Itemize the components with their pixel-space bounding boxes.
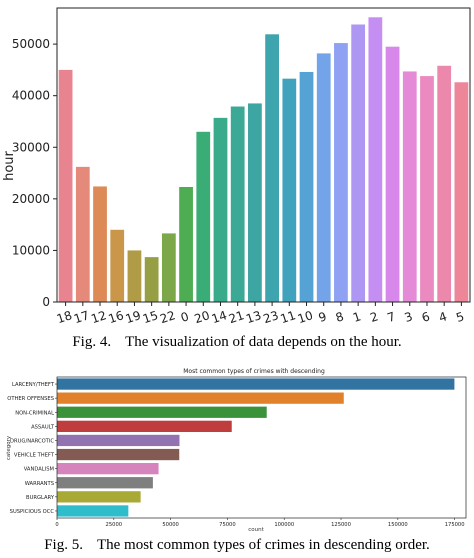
bar-hour-13: [248, 103, 262, 302]
y-tick-label: BURGLARY: [26, 495, 55, 501]
bar-hour-6: [420, 76, 434, 302]
bar-hour-11: [282, 78, 297, 303]
plot-frame: [56, 7, 471, 303]
y-tick-label: 30000: [12, 140, 50, 154]
bar-hour-1: [351, 24, 366, 303]
y-tick-label: NON-CRIMINAL: [15, 410, 54, 416]
figure-5-caption-text: The most common types of crimes in desce…: [96, 537, 430, 553]
bar-vandalism: [57, 463, 159, 475]
x-tick-label: 7: [386, 309, 398, 325]
x-tick-label: 0: [179, 309, 191, 325]
y-axis-label: category: [6, 435, 12, 460]
y-tick-label: 0: [42, 295, 50, 309]
y-axis-label: hour: [2, 150, 17, 180]
bar-hour-0: [179, 186, 193, 302]
bar-hour-9: [316, 53, 331, 303]
bar-hour-16: [110, 229, 125, 302]
x-tick-label: 1: [351, 309, 363, 325]
bar-hour-17: [75, 166, 90, 302]
figure-4-number: Fig. 4.: [72, 334, 112, 350]
bar-hour-12: [93, 186, 107, 302]
y-tick-label: ASSAULT: [31, 424, 55, 430]
bar-non-criminal: [57, 406, 267, 418]
bar-hour-22: [161, 233, 176, 302]
plot-frame: [56, 376, 467, 519]
x-tick-label: 5: [454, 309, 466, 325]
x-tick-label: 100000: [274, 522, 294, 528]
crime-type-bar-chart: Most common types of crimes with descend…: [6, 368, 467, 533]
x-tick-label: 125000: [331, 522, 351, 528]
x-tick-label: 2: [368, 309, 380, 325]
x-tick-label: 16: [107, 308, 126, 326]
bar-burglary: [57, 491, 141, 503]
y-tick-label: 40000: [12, 89, 50, 103]
x-tick-label: 50000: [162, 522, 179, 528]
x-tick-label: 0: [55, 522, 58, 528]
bar-hour-20: [196, 131, 211, 302]
bar-suspicious-occ: [57, 505, 129, 517]
x-tick-label: 11: [279, 308, 298, 326]
x-tick-label: 4: [437, 309, 449, 325]
y-tick-label: 20000: [12, 192, 50, 206]
bar-drug-narcotic: [57, 434, 180, 447]
bar-hour-3: [402, 71, 417, 302]
y-tick-label: WARRANTS: [25, 481, 54, 487]
bar-hour-14: [213, 117, 228, 302]
x-tick-label: 3: [403, 309, 415, 325]
figure-4-caption: Fig. 4. The visualization of data depends…: [0, 334, 474, 351]
chart-title: Most common types of crimes with descend…: [183, 368, 325, 375]
x-axis-label: count: [248, 527, 264, 533]
x-tick-label: 15: [141, 308, 160, 326]
figure-4-caption-text: The visualization of data depends on the…: [125, 334, 402, 350]
x-tick-label: 21: [227, 308, 246, 326]
bar-larceny-theft: [57, 378, 455, 390]
bar-assault: [57, 420, 232, 432]
x-tick-label: 12: [89, 308, 108, 326]
x-tick-label: 9: [317, 309, 329, 325]
x-tick-label: 150000: [388, 522, 408, 528]
bar-hour-10: [299, 71, 314, 303]
bar-hour-18: [58, 69, 73, 302]
figure-5-number: Fig. 5.: [44, 537, 83, 553]
x-tick-label: 20: [193, 308, 212, 326]
bar-hour-7: [385, 46, 400, 303]
x-tick-label: 14: [210, 308, 229, 326]
x-tick-label: 23: [261, 308, 280, 326]
bar-hour-21: [230, 106, 245, 302]
bar-hour-4: [437, 65, 452, 302]
bar-hour-2: [368, 17, 383, 302]
bar-hour-23: [265, 34, 279, 302]
y-tick-label: LARCENY/THEFT: [12, 382, 55, 388]
x-tick-label: 175000: [445, 522, 465, 528]
y-tick-label: VANDALISM: [24, 467, 54, 473]
x-tick-label: 10: [296, 308, 315, 326]
bar-hour-19: [127, 250, 142, 302]
figure-5-caption: Fig. 5. The most common types of crimes i…: [0, 537, 474, 554]
x-tick-label: 19: [124, 308, 143, 326]
x-tick-label: 22: [158, 308, 177, 326]
x-tick-label: 75000: [219, 522, 236, 528]
x-tick-label: 8: [334, 309, 346, 325]
bar-hour-15: [144, 257, 159, 302]
y-tick-label: 10000: [12, 243, 50, 257]
y-tick-label: VEHICLE THEFT: [14, 453, 55, 459]
bar-other-offenses: [57, 392, 344, 404]
x-tick-label: 25000: [106, 522, 123, 528]
x-tick-label: 6: [420, 309, 432, 325]
y-tick-label: DRUG/NARCOTIC: [10, 438, 54, 444]
y-tick-label: 50000: [12, 37, 50, 51]
x-tick-label: 17: [72, 308, 91, 326]
bar-warrants: [57, 477, 153, 489]
y-tick-label: SUSPICIOUS OCC: [10, 509, 55, 515]
bar-hour-5: [454, 82, 469, 302]
bar-hour-8: [334, 43, 348, 303]
y-tick-label: OTHER OFFENSES: [7, 396, 54, 402]
x-tick-label: 18: [55, 308, 74, 326]
bar-vehicle-theft: [57, 448, 180, 461]
x-tick-label: 13: [244, 308, 263, 326]
